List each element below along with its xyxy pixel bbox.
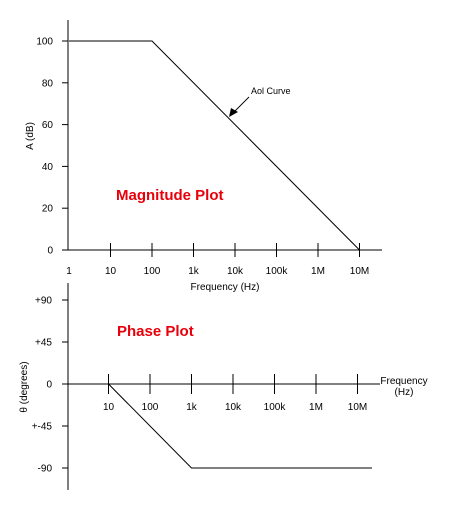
magnitude-y-axis-title: A (dB): [25, 122, 36, 150]
magnitude-x-tick-label: 1M: [311, 266, 325, 277]
magnitude-x-tick-label: 10k: [227, 266, 244, 277]
magnitude-x-tick-label: 10M: [350, 266, 369, 277]
magnitude-y-tick-label: 0: [47, 246, 53, 257]
magnitude-y-tick-label: 80: [42, 78, 54, 89]
aol-curve-arrowhead: [229, 108, 238, 117]
phase-y-tick-label: +90: [35, 296, 52, 307]
phase-x-tick-label: 1M: [309, 402, 323, 413]
phase-x-axis-title-line1: Frequency: [380, 376, 427, 387]
phase-y-tick-label: 0: [46, 380, 52, 391]
aol-curve-annotation: Aol Curve: [251, 86, 291, 96]
phase-plot: +90 +45 0 +-45 -90 10 100 1k 10k 100k 1M 10M Phase…: [19, 283, 428, 490]
phase-x-tick-label: 100: [142, 402, 159, 413]
magnitude-x-axis-title: Frequency (Hz): [191, 282, 260, 293]
magnitude-y-tick-label: 100: [36, 37, 53, 48]
magnitude-x-tick-label: 10: [105, 266, 117, 277]
phase-x-tick-label: 10M: [348, 402, 367, 413]
phase-x-tick-label: 100k: [264, 402, 287, 413]
phase-x-tick-label: 10k: [225, 402, 242, 413]
magnitude-title: Magnitude Plot: [116, 187, 224, 204]
phase-x-axis-title-line2: (Hz): [395, 387, 414, 398]
phase-title: Phase Plot: [117, 323, 194, 340]
magnitude-y-tick-label: 40: [42, 162, 54, 173]
aol-curve-annotation-arrow: [232, 96, 250, 114]
magnitude-x-tick-label: 100: [144, 266, 161, 277]
phase-y-tick-label: -90: [38, 464, 53, 475]
magnitude-x-tick-label: 1: [66, 266, 72, 277]
phase-y-axis-title: θ (degrees): [19, 361, 30, 412]
magnitude-plot: 0 20 40 60 80 100 1 10 100 1k 10k 100k 1M 10M Magnit…: [25, 20, 382, 293]
phase-y-tick-label: +45: [35, 338, 52, 349]
magnitude-y-tick-label: 20: [42, 204, 54, 215]
phase-x-tick-label: 10: [103, 402, 115, 413]
magnitude-x-tick-label: 100k: [266, 266, 289, 277]
magnitude-x-tick-label: 1k: [188, 266, 200, 277]
aol-curve-line: [69, 40, 360, 251]
phase-curve-line: [108, 383, 372, 469]
phase-x-tick-label: 1k: [186, 402, 198, 413]
phase-y-tick-label: +-45: [32, 422, 53, 433]
magnitude-y-tick-label: 60: [42, 120, 54, 131]
